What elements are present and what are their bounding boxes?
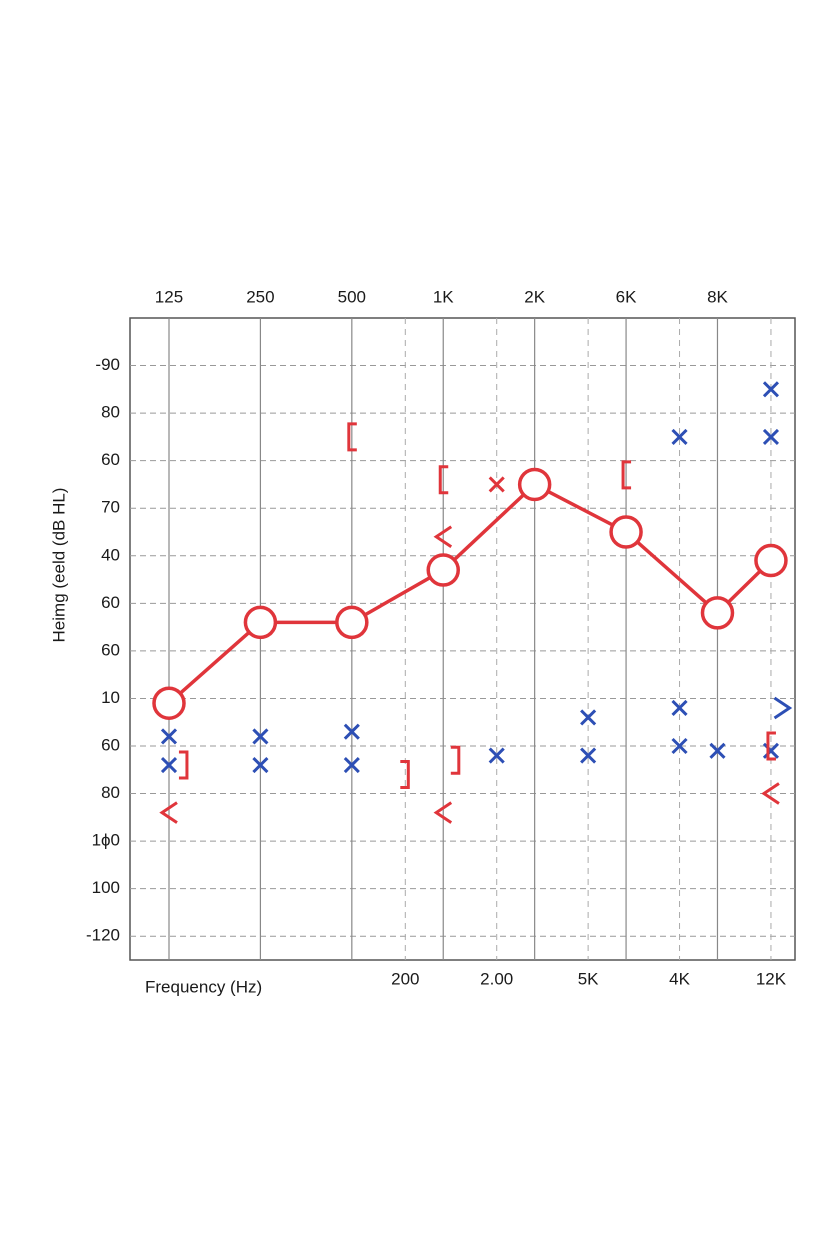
- y-tick-label: 60: [101, 640, 120, 659]
- circle-marker: [243, 605, 278, 640]
- bracket-left-marker: [347, 422, 357, 452]
- y-tick-label: 80: [101, 403, 120, 422]
- x2-tick-label: 12K: [756, 969, 787, 988]
- x-marker: [709, 742, 726, 759]
- x-tick-label: 6K: [616, 287, 637, 306]
- x-marker: [762, 428, 780, 445]
- lt-marker: [433, 801, 453, 824]
- y-tick-label: 70: [101, 498, 120, 517]
- x-marker: [671, 699, 688, 717]
- bracket-right-marker: [400, 760, 410, 790]
- x-tick-label: 125: [155, 287, 183, 306]
- bracket-left-marker: [621, 460, 632, 490]
- x-marker: [160, 756, 178, 774]
- circle-marker: [152, 686, 186, 720]
- circle-marker: [700, 596, 735, 630]
- bracket-left-marker: [438, 465, 449, 495]
- circle-marker: [335, 605, 369, 640]
- y-tick-label: -120: [86, 926, 120, 945]
- x-marker: [580, 747, 597, 764]
- x-marker: [580, 709, 597, 726]
- plot-frame: [129, 317, 796, 961]
- x-tick-label: 500: [338, 287, 366, 306]
- x-marker: [488, 476, 505, 493]
- x-tick-label: 2K: [524, 287, 545, 306]
- series-line: [167, 482, 773, 705]
- y-tick-label: 60: [101, 593, 120, 612]
- circle-marker: [609, 515, 643, 549]
- x2-tick-label: 200: [391, 969, 419, 988]
- y-tick-label: 10: [101, 688, 120, 707]
- y-tick-label: 60: [101, 735, 120, 754]
- bracket-right-marker: [178, 750, 189, 780]
- x2-tick-label: 2.00: [480, 969, 513, 988]
- x-marker: [343, 756, 360, 774]
- y-tick-label: 1ϕ0: [92, 831, 120, 850]
- x-tick-label: 1K: [433, 287, 454, 306]
- circle-marker: [517, 467, 552, 502]
- circle-marker: [754, 543, 788, 578]
- x-marker: [488, 747, 505, 764]
- y-tick-label: 100: [92, 878, 120, 897]
- x-tick-label: 250: [246, 287, 274, 306]
- x2-tick-label: 5K: [578, 969, 599, 988]
- y-axis-label: Heimg (eeld (dB HL): [49, 488, 68, 643]
- x-marker: [671, 737, 688, 755]
- x2-tick-label: 4K: [669, 969, 690, 988]
- lt-marker: [433, 525, 453, 549]
- y-tick-label: 60: [101, 450, 120, 469]
- lt-marker: [761, 782, 780, 805]
- x-marker: [671, 428, 688, 445]
- x-marker: [762, 742, 780, 759]
- y-tick-label: 40: [101, 545, 120, 564]
- x-axis-label: Frequency (Hz): [145, 977, 262, 996]
- lt-marker: [159, 801, 178, 824]
- x-tick-label: 8K: [707, 287, 728, 306]
- bracket-right-marker: [450, 745, 461, 775]
- gt-marker: [773, 696, 793, 720]
- x-marker: [252, 728, 269, 745]
- x-marker: [762, 381, 780, 398]
- bracket-left-marker: [766, 731, 776, 761]
- x-marker: [343, 723, 360, 740]
- circle-marker: [426, 553, 460, 587]
- y-tick-label: 80: [101, 783, 120, 802]
- x-marker: [160, 728, 178, 745]
- y-tick-label: -90: [95, 355, 120, 374]
- x-marker: [252, 756, 269, 774]
- grid: [130, 318, 795, 960]
